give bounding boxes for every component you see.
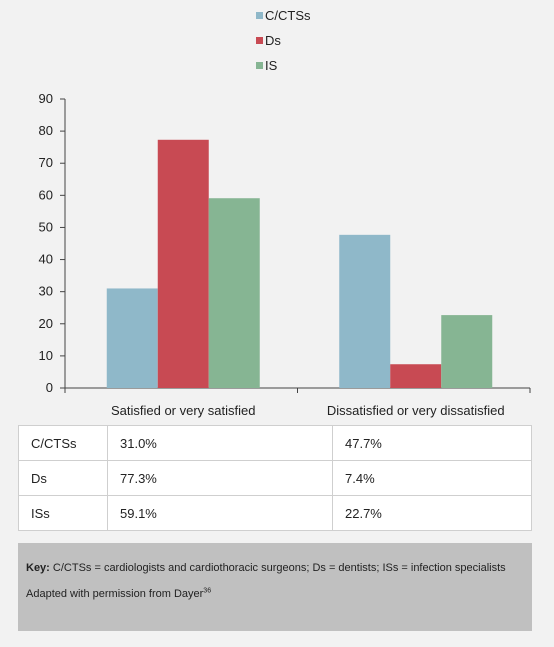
legend-swatch bbox=[256, 12, 263, 19]
y-tick-label: 10 bbox=[39, 348, 53, 363]
chart-legend: C/CTSs Ds IS bbox=[256, 8, 311, 73]
table-cell: 77.3% bbox=[107, 460, 333, 496]
key-label: Key: bbox=[26, 562, 50, 574]
bar bbox=[106, 288, 158, 388]
legend-label: IS bbox=[265, 58, 278, 73]
bar bbox=[208, 198, 260, 388]
x-axis: Satisfied or very satisfied Dissatisfied … bbox=[64, 387, 531, 418]
key-text: C/CTSs = cardiologists and cardiothoraci… bbox=[52, 562, 506, 574]
y-tick-label: 90 bbox=[39, 91, 53, 106]
x-tick-label: Satisfied or very satisfied bbox=[111, 403, 256, 418]
table-row-label: C/CTSs bbox=[18, 425, 108, 461]
table-row: C/CTSs 31.0% 47.7% bbox=[18, 425, 532, 461]
y-axis: 0 10 20 30 40 50 60 70 80 90 bbox=[39, 91, 66, 395]
table-row: Ds 77.3% 7.4% bbox=[18, 460, 532, 496]
bar bbox=[339, 234, 391, 388]
bar bbox=[390, 364, 442, 388]
bar bbox=[157, 139, 209, 388]
y-tick-label: 70 bbox=[39, 155, 53, 170]
key-box: Key: C/CTSs = cardiologists and cardioth… bbox=[18, 543, 532, 631]
bar-group bbox=[106, 139, 493, 388]
table-cell: 59.1% bbox=[107, 495, 333, 531]
table-row: ISs 59.1% 22.7% bbox=[18, 495, 532, 531]
y-tick-label: 60 bbox=[39, 187, 53, 202]
attribution-text: Adapted with permission from Dayer bbox=[26, 588, 204, 600]
y-tick-label: 0 bbox=[46, 380, 53, 395]
legend-swatch bbox=[256, 37, 263, 44]
attribution-reference: 36 bbox=[203, 587, 212, 595]
key-definition: Key: C/CTSs = cardiologists and cardioth… bbox=[26, 561, 522, 575]
x-tick-label: Dissatisfied or very dissatisfied bbox=[327, 403, 505, 418]
legend-swatch bbox=[256, 62, 263, 69]
data-table: C/CTSs 31.0% 47.7% Ds 77.3% 7.4% ISs 59.… bbox=[18, 425, 532, 531]
bar-chart: C/CTSs Ds IS 0 10 20 30 40 50 60 70 80 90 Satisfied… bbox=[39, 8, 531, 418]
y-tick-label: 80 bbox=[39, 123, 53, 138]
table-cell: 7.4% bbox=[332, 460, 532, 496]
table-cell: 22.7% bbox=[332, 495, 532, 531]
table-cell: 47.7% bbox=[332, 425, 532, 461]
y-tick-label: 30 bbox=[39, 284, 53, 299]
y-tick-label: 50 bbox=[39, 219, 53, 234]
y-tick-label: 20 bbox=[39, 316, 53, 331]
legend-label: Ds bbox=[265, 33, 281, 48]
attribution: Adapted with permission from Dayer36 bbox=[26, 587, 522, 601]
table-cell: 31.0% bbox=[107, 425, 333, 461]
table-row-label: Ds bbox=[18, 460, 108, 496]
y-tick-label: 40 bbox=[39, 252, 53, 267]
legend-label: C/CTSs bbox=[265, 8, 311, 23]
bar bbox=[441, 315, 493, 388]
table-row-label: ISs bbox=[18, 495, 108, 531]
